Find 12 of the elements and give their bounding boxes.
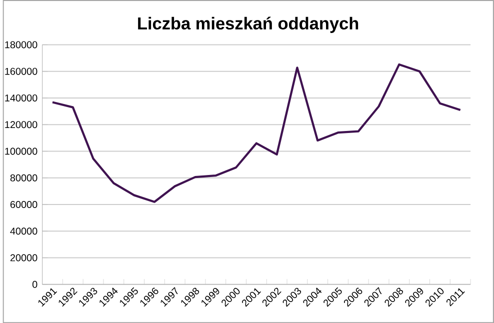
y-tick-label: 160000 — [5, 68, 38, 75]
y-tick-label: 0 — [32, 280, 38, 288]
y-tick-label: 60000 — [10, 200, 38, 208]
y-tick-label: 180000 — [5, 41, 38, 48]
y-tick-label: 140000 — [5, 94, 38, 102]
y-tick-label: 40000 — [10, 228, 38, 235]
y-tick-label: 20000 — [10, 254, 38, 262]
y-tick-label: 120000 — [5, 121, 38, 128]
y-tick-label: 100000 — [5, 148, 38, 155]
y-tick-label: 80000 — [10, 174, 38, 182]
line-series — [51, 63, 462, 203]
chart-title: Liczba mieszkań oddanych — [138, 16, 358, 33]
